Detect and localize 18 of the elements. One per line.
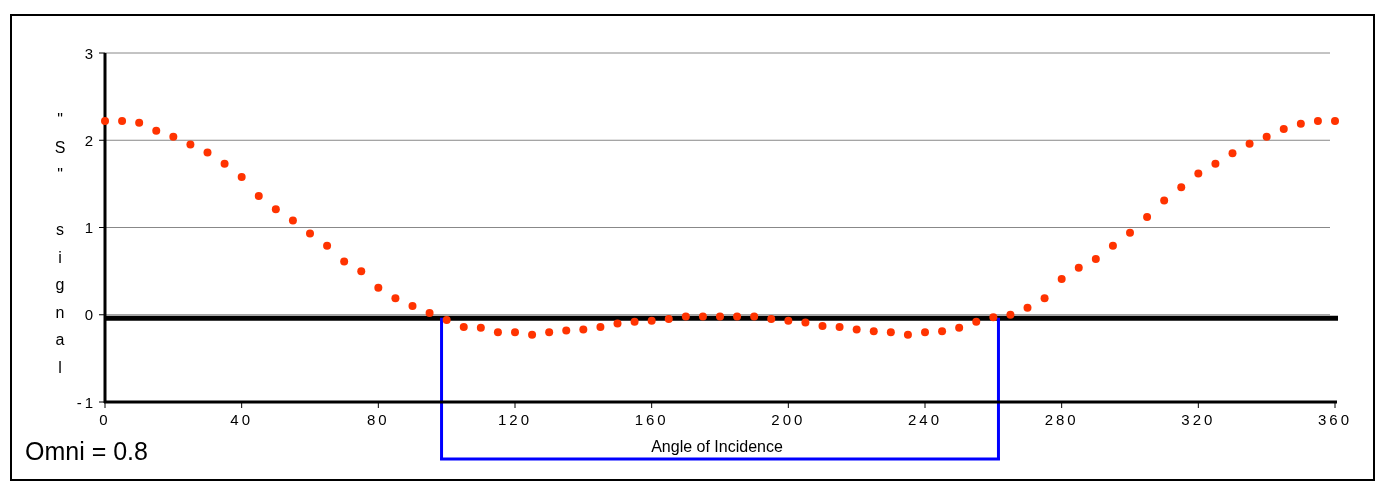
x-tick-label: 200 — [771, 411, 806, 428]
x-tick-label: 40 — [230, 411, 254, 428]
x-tick-label: 280 — [1044, 411, 1079, 428]
x-axis-title: Angle of Incidence — [651, 438, 783, 455]
y-tick-label: 3 — [84, 44, 96, 62]
x-tick-label: 360 — [1317, 411, 1353, 428]
x-tick-label: 240 — [907, 411, 943, 428]
y-tick-label: 2 — [84, 131, 96, 149]
x-tick-label: 0 — [99, 411, 111, 428]
text: "S" signal — [54, 111, 66, 376]
x-tick-label: 120 — [497, 411, 533, 428]
x-tick-label: 320 — [1181, 411, 1216, 428]
y-tick-label: 1 — [84, 219, 96, 236]
text: Omni = 0.8 — [25, 437, 148, 465]
x-tick-label: 160 — [634, 411, 669, 428]
x-tick-label: 80 — [366, 411, 390, 428]
y-tick-label: -1 — [76, 393, 96, 411]
y-tick-label: 0 — [84, 306, 96, 324]
